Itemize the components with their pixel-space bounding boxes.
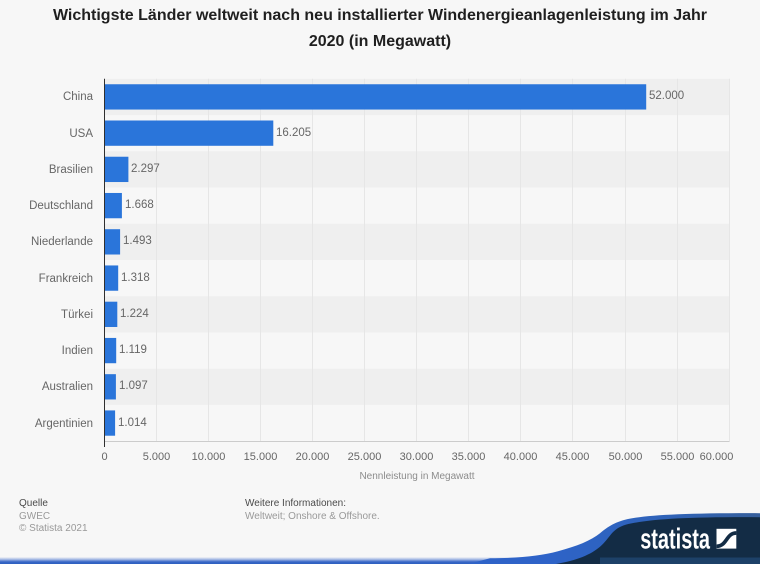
svg-text:statista: statista	[640, 524, 710, 555]
